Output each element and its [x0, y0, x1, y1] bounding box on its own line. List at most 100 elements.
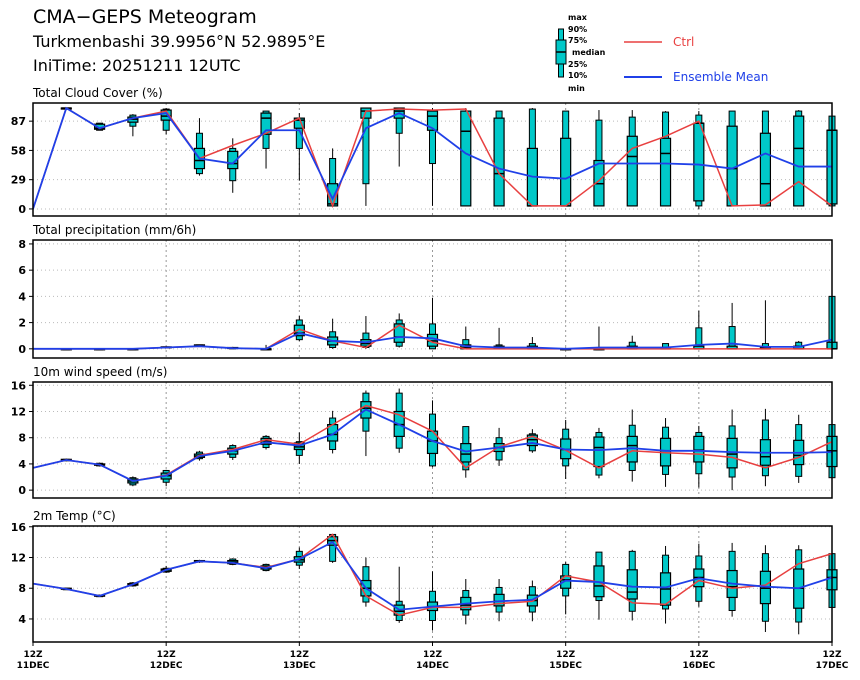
- box-whisker: [626, 409, 638, 482]
- box-p25-p75: [626, 135, 638, 207]
- box-whisker: [560, 562, 572, 615]
- box-whisker: [293, 113, 305, 181]
- box-whisker: [726, 409, 738, 491]
- plot-frame: [32, 381, 833, 499]
- box-whisker: [593, 110, 605, 207]
- box-p25-p75: [493, 593, 505, 607]
- legend-box-label: median: [572, 48, 606, 57]
- legend-ctrl-label: Ctrl: [673, 35, 694, 49]
- legend-mean-label: Ensemble Mean: [673, 70, 768, 84]
- box-whisker: [593, 551, 605, 620]
- x-tick-date: 16DEC: [682, 661, 715, 671]
- panel-3: 2m Temp (°C) 4 8 12 16: [11, 509, 838, 643]
- box-whisker: [726, 110, 738, 207]
- box-whisker: [526, 108, 538, 207]
- box-whisker: [193, 118, 206, 176]
- box-whisker: [393, 313, 405, 348]
- box-p25-p75: [759, 132, 772, 207]
- box-whisker: [593, 427, 605, 479]
- box-whisker: [759, 300, 772, 350]
- x-tick-time: 12Z: [23, 650, 43, 660]
- box-p25-p75: [793, 115, 805, 207]
- ensemble-mean-line: [32, 106, 832, 210]
- box-whisker: [493, 110, 505, 207]
- x-tick-date: 17DEC: [816, 661, 849, 671]
- box-whisker: [260, 110, 272, 169]
- box-p25-p75: [560, 137, 572, 207]
- ensemble-mean-line: [33, 332, 833, 350]
- box-whisker: [659, 545, 672, 624]
- x-tick-date: 13DEC: [283, 661, 316, 671]
- legend-box-label: 90%: [568, 25, 587, 34]
- y-tick-label: 4: [18, 458, 26, 471]
- box-whisker: [426, 571, 439, 631]
- box-p10-p90: [362, 107, 370, 185]
- panel-title: 10m wind speed (m/s): [33, 365, 167, 379]
- y-tick-label: 4: [18, 290, 26, 303]
- box-whisker: [726, 302, 738, 350]
- box-whisker: [327, 318, 339, 349]
- y-tick-label: 0: [18, 343, 26, 356]
- x-tick-time: 12Z: [822, 650, 842, 660]
- box-p25-p75: [659, 137, 672, 207]
- x-tick-date: 11DEC: [17, 661, 50, 671]
- box-whisker: [759, 545, 772, 633]
- box-whisker: [793, 110, 805, 207]
- box-p25-p75: [593, 436, 605, 468]
- box-whisker: [360, 316, 372, 349]
- panel-title: 2m Temp (°C): [33, 509, 116, 523]
- box-whisker: [693, 111, 705, 209]
- legend-box-label: 10%: [568, 71, 587, 80]
- panel-2: 10m wind speed (m/s) 0 4 8 12 16: [11, 365, 838, 499]
- x-tick-date: 14DEC: [416, 661, 449, 671]
- box-p25-p75: [626, 569, 638, 600]
- box-whisker: [460, 108, 472, 207]
- x-tick-date: 15DEC: [549, 661, 582, 671]
- box-p25-p75: [460, 110, 472, 207]
- y-tick-label: 0: [18, 484, 26, 497]
- ensemble-mean-line: [32, 408, 833, 482]
- legend-box-label: 75%: [568, 36, 587, 45]
- x-tick-time: 12Z: [556, 650, 576, 660]
- box-whisker: [693, 425, 705, 488]
- x-tick-date: 12DEC: [150, 661, 183, 671]
- box-whisker: [626, 110, 638, 207]
- box-p25-p75: [726, 437, 738, 469]
- box-whisker: [360, 390, 372, 457]
- box-p25-p75: [693, 435, 705, 463]
- y-tick-label: 12: [11, 551, 26, 564]
- y-tick-label: 0: [18, 203, 26, 216]
- legend: max 90% 75% median 25% 10% min Ctrl Ensemble Mea…: [555, 13, 768, 93]
- box-whisker: [460, 426, 472, 478]
- init-time-label: IniTime: 20251211 12UTC: [33, 56, 241, 75]
- plot-frame: [32, 102, 833, 217]
- box-p25-p75: [426, 110, 439, 131]
- box-whisker: [460, 579, 472, 625]
- box-whisker: [227, 138, 239, 193]
- y-tick-label: 2: [18, 317, 26, 330]
- panel-title: Total Cloud Cover (%): [32, 86, 163, 100]
- panel-1: Total precipitation (mm/6h) 0 2 4 6 8: [18, 223, 838, 359]
- box-whisker: [793, 545, 805, 635]
- box-whisker: [493, 579, 505, 622]
- x-tick-time: 12Z: [689, 650, 709, 660]
- box-whisker: [759, 408, 772, 487]
- box-p25-p75: [393, 323, 405, 343]
- panel-title: Total precipitation (mm/6h): [32, 223, 196, 237]
- y-tick-label: 87: [11, 115, 26, 128]
- y-tick-label: 6: [18, 264, 26, 277]
- box-whisker: [393, 388, 405, 453]
- box-whisker: [693, 310, 705, 350]
- box-whisker: [659, 111, 672, 207]
- y-tick-label: 58: [11, 144, 26, 157]
- x-tick-time: 12Z: [157, 650, 177, 660]
- box-p25-p75: [460, 443, 472, 463]
- box-whisker: [493, 327, 505, 350]
- box-p25-p75: [693, 122, 705, 202]
- box-whisker: [526, 429, 538, 453]
- box-p10-p90: [728, 326, 736, 350]
- plot-frame: [32, 239, 833, 359]
- box-p25-p75: [260, 112, 272, 135]
- panel-0: Total Cloud Cover (%) 0 29 58 87: [11, 86, 838, 217]
